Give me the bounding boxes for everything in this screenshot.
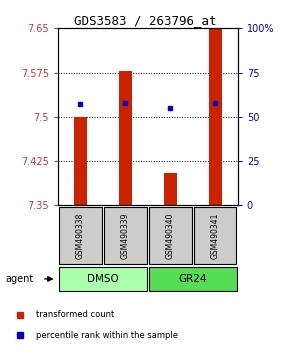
Text: transformed count: transformed count — [36, 310, 114, 319]
Bar — [59, 206, 102, 264]
Text: GR24: GR24 — [179, 274, 207, 284]
Bar — [209, 28, 222, 205]
Text: GDS3583 / 263796_at: GDS3583 / 263796_at — [74, 14, 216, 27]
Text: GSM490338: GSM490338 — [76, 212, 85, 259]
Text: GSM490339: GSM490339 — [121, 212, 130, 259]
Text: GSM490340: GSM490340 — [166, 212, 175, 259]
Bar — [149, 206, 191, 264]
Text: DMSO: DMSO — [87, 274, 119, 284]
Text: agent: agent — [6, 274, 34, 284]
Text: GSM490341: GSM490341 — [211, 212, 220, 259]
Bar — [59, 267, 147, 291]
Bar — [104, 206, 146, 264]
Bar — [164, 173, 177, 205]
Text: percentile rank within the sample: percentile rank within the sample — [36, 331, 178, 340]
Bar — [119, 71, 132, 205]
Bar — [149, 267, 237, 291]
Bar — [194, 206, 236, 264]
Bar — [74, 117, 87, 205]
